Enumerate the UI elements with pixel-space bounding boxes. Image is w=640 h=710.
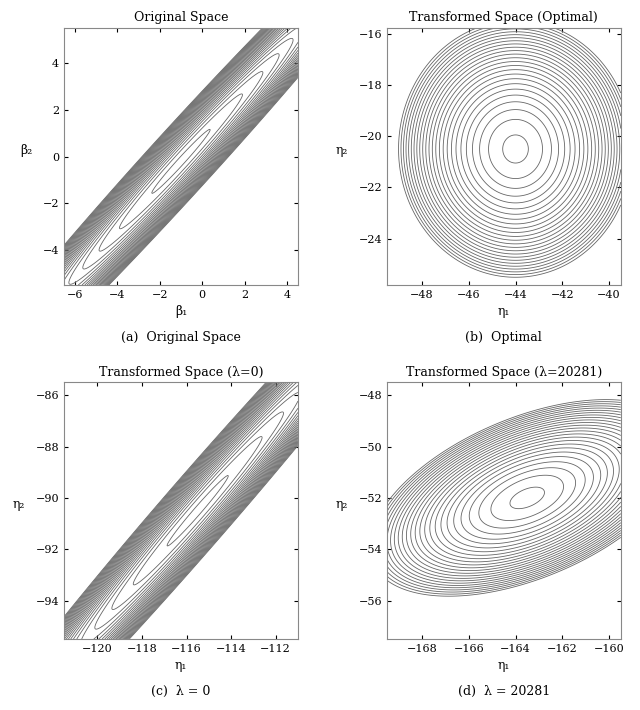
Y-axis label: η₂: η₂: [13, 498, 25, 510]
X-axis label: η₁: η₁: [498, 305, 510, 318]
Text: (b)  Optimal: (b) Optimal: [465, 331, 542, 344]
Text: (c)  λ = 0: (c) λ = 0: [151, 685, 211, 698]
Y-axis label: η₂: η₂: [335, 498, 348, 510]
Y-axis label: β₂: β₂: [20, 143, 32, 157]
Title: Transformed Space (λ=0): Transformed Space (λ=0): [99, 366, 263, 378]
X-axis label: β₁: β₁: [175, 305, 187, 318]
X-axis label: η₁: η₁: [498, 660, 510, 672]
Title: Original Space: Original Space: [134, 11, 228, 24]
Title: Transformed Space (λ=20281): Transformed Space (λ=20281): [406, 366, 602, 378]
Y-axis label: η₂: η₂: [335, 143, 348, 157]
X-axis label: η₁: η₁: [175, 660, 187, 672]
Title: Transformed Space (Optimal): Transformed Space (Optimal): [410, 11, 598, 24]
Text: (a)  Original Space: (a) Original Space: [121, 331, 241, 344]
Text: (d)  λ = 20281: (d) λ = 20281: [458, 685, 550, 698]
